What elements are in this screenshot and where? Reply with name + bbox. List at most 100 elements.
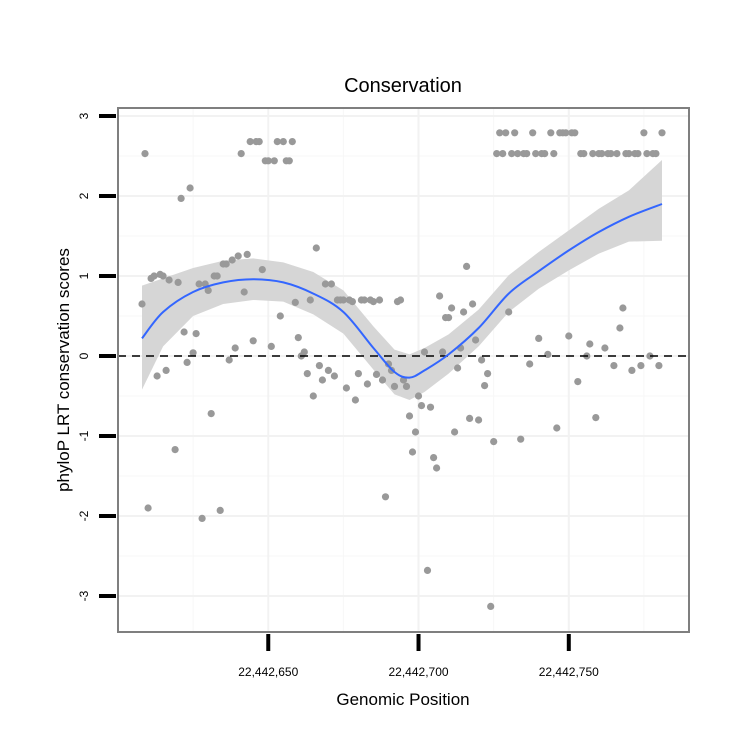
data-point [430,454,438,462]
data-point [390,382,399,390]
y-tick-label: 2 [77,192,91,199]
data-point [279,138,287,146]
data-point [303,370,311,378]
data-point [445,314,453,322]
data-point [658,129,666,137]
data-point [225,356,233,364]
data-point [423,566,432,575]
data-point [363,380,371,388]
data-point [529,129,537,137]
data-point [499,150,507,158]
plot-area: -3 -2 -1 0 1 2 3 22,442,650 22,442,700 22,442,750 [77,107,690,679]
data-point [541,150,549,158]
data-point [405,412,414,420]
chart-title: Conservation [344,75,462,97]
data-point [402,382,411,390]
data-point [472,336,480,344]
data-point [610,362,618,370]
data-point [321,280,329,288]
data-point [288,138,296,146]
data-point [237,150,245,158]
data-point [451,428,459,436]
data-point [300,348,308,356]
data-point [607,150,615,158]
data-point [589,150,597,158]
data-point [417,402,426,410]
data-point [192,330,200,338]
data-point [426,403,435,411]
data-point [198,514,206,523]
data-point [342,384,350,392]
data-point [532,150,540,158]
data-point [646,352,654,360]
data-point [195,280,203,288]
data-point [574,378,582,386]
data-point [216,506,224,514]
data-point [511,129,519,137]
data-point [475,416,483,424]
data-point [318,376,326,384]
data-point [586,340,594,348]
data-point [571,129,579,137]
y-tick-label: -3 [77,590,91,601]
data-point [348,298,356,306]
plot-panel-border [117,107,690,633]
data-point [375,296,384,304]
data-point [144,504,152,512]
data-point [535,334,543,342]
data-point [634,150,642,158]
data-point [360,296,368,304]
data-point [652,150,660,158]
data-point [487,602,495,611]
data-point [186,184,194,192]
data-point [547,129,555,137]
data-point [276,312,284,320]
data-point [171,446,179,454]
data-point [655,362,663,370]
data-point [436,292,444,300]
data-point [270,157,278,165]
data-point [523,150,531,158]
data-point [502,129,510,137]
data-point [243,250,251,258]
x-tick-label: 22,442,650 [238,665,298,679]
data-point [312,244,320,252]
data-point [478,356,486,364]
data-point [231,344,239,352]
data-point [420,348,429,356]
data-point [309,392,317,400]
x-tick-label: 22,442,700 [388,665,448,679]
data-point [204,286,212,294]
data-point [526,360,534,368]
y-tick-label: 3 [77,112,91,119]
data-point [381,493,390,501]
data-point [339,296,347,304]
data-point [351,396,359,404]
data-point [162,366,170,374]
data-point [264,157,272,165]
data-point [222,260,230,268]
data-point [493,150,501,158]
data-point [165,276,173,284]
data-point [249,337,257,345]
data-point [553,424,561,432]
data-point [565,332,573,340]
data-point [505,308,513,316]
data-point [159,272,167,280]
data-point [463,262,471,270]
data-point [141,150,149,158]
data-point [267,342,275,350]
data-point [246,138,254,146]
data-point [580,150,588,158]
y-tick-label: -2 [77,510,91,521]
data-point [433,464,441,472]
data-point [354,370,362,378]
data-point [378,376,387,384]
data-point [285,157,293,165]
data-point [228,256,236,264]
data-point [517,435,525,443]
data-point [258,266,266,274]
data-point [324,366,332,374]
data-point [460,308,468,316]
